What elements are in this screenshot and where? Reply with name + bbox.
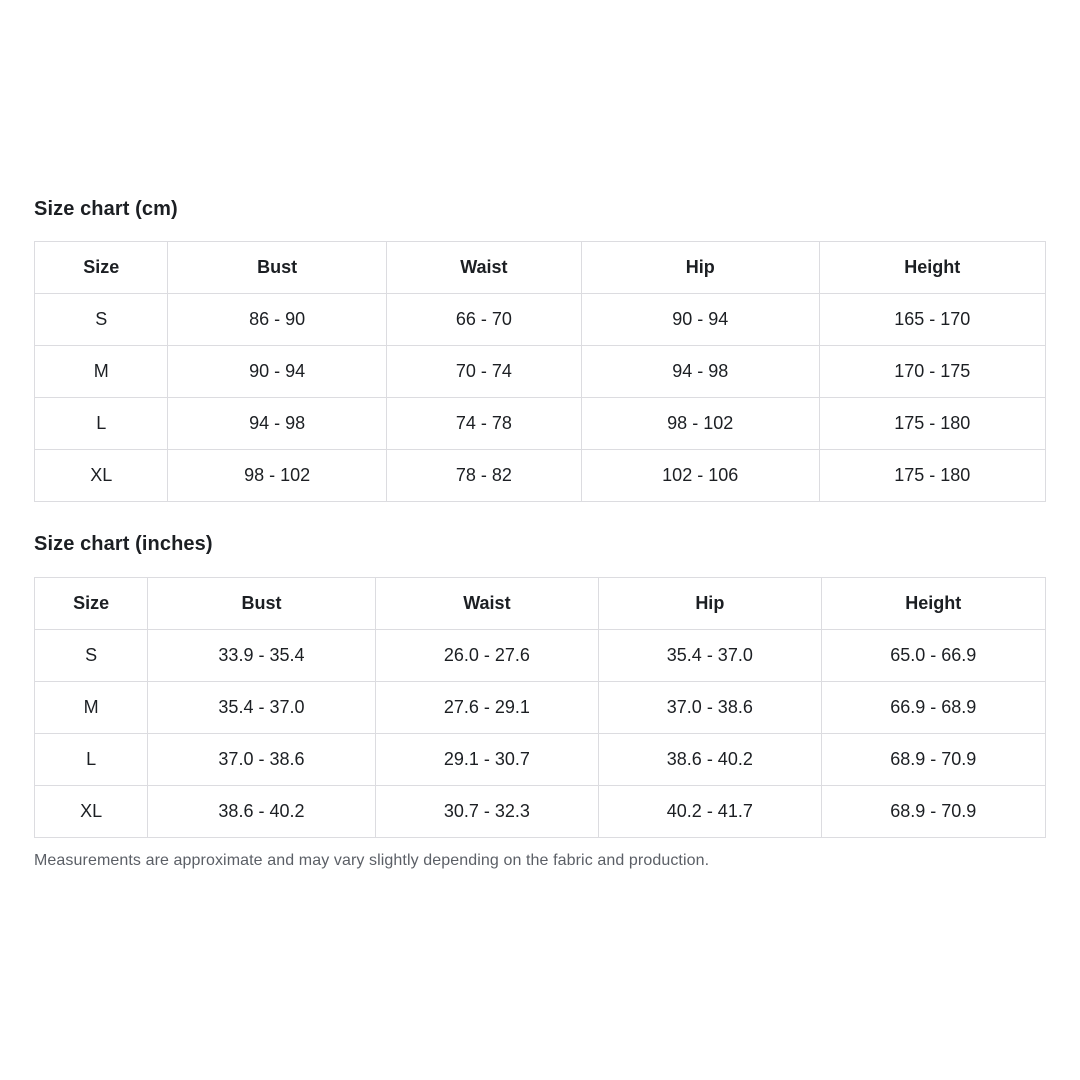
value-cell: 68.9 - 70.9 (820, 785, 1047, 838)
value-cell: 175 - 180 (818, 449, 1046, 502)
value-cell: 74 - 78 (385, 397, 582, 450)
column-header-height: Height (820, 577, 1047, 630)
value-cell: 175 - 180 (818, 397, 1046, 450)
size-chart-cm-table: Size Bust Waist Hip Height S 86 - 90 66 - 70 90… (33, 241, 1046, 502)
size-cell: XL (33, 785, 149, 838)
value-cell: 170 - 175 (818, 345, 1046, 398)
value-cell: 35.4 - 37.0 (598, 629, 822, 682)
size-cell: XL (33, 449, 169, 502)
value-cell: 90 - 94 (167, 345, 387, 398)
table-row: XL 38.6 - 40.2 30.7 - 32.3 40.2 - 41.7 68.9 … (33, 785, 1047, 838)
size-cell: S (33, 293, 169, 346)
value-cell: 94 - 98 (580, 345, 820, 398)
value-cell: 30.7 - 32.3 (374, 785, 600, 838)
table-row: L 94 - 98 74 - 78 98 - 102 175 - 180 (33, 397, 1046, 450)
value-cell: 29.1 - 30.7 (374, 733, 600, 786)
value-cell: 40.2 - 41.7 (598, 785, 822, 838)
value-cell: 102 - 106 (580, 449, 820, 502)
header-row: Size Bust Waist Hip Height (33, 577, 1047, 630)
table-row: XL 98 - 102 78 - 82 102 - 106 175 - 180 (33, 449, 1046, 502)
size-cell: M (33, 345, 169, 398)
size-cell: S (33, 629, 149, 682)
value-cell: 66 - 70 (385, 293, 582, 346)
value-cell: 35.4 - 37.0 (147, 681, 376, 734)
value-cell: 86 - 90 (167, 293, 387, 346)
column-header-height: Height (818, 241, 1046, 294)
value-cell: 90 - 94 (580, 293, 820, 346)
value-cell: 26.0 - 27.6 (374, 629, 600, 682)
column-header-waist: Waist (374, 577, 600, 630)
column-header-bust: Bust (147, 577, 376, 630)
table-row: S 33.9 - 35.4 26.0 - 27.6 35.4 - 37.0 65.0 -… (33, 629, 1047, 682)
column-header-bust: Bust (167, 241, 387, 294)
size-chart-cm-title: Size chart (cm) (34, 198, 178, 220)
value-cell: 70 - 74 (385, 345, 582, 398)
size-cell: L (33, 733, 149, 786)
measurements-note: Measurements are approximate and may var… (34, 852, 710, 869)
value-cell: 98 - 102 (580, 397, 820, 450)
column-header-size: Size (33, 577, 149, 630)
value-cell: 98 - 102 (167, 449, 387, 502)
size-chart-inches-title: Size chart (inches) (34, 533, 213, 555)
value-cell: 68.9 - 70.9 (820, 733, 1047, 786)
size-cell: M (33, 681, 149, 734)
value-cell: 27.6 - 29.1 (374, 681, 600, 734)
value-cell: 65.0 - 66.9 (820, 629, 1047, 682)
value-cell: 66.9 - 68.9 (820, 681, 1047, 734)
header-row: Size Bust Waist Hip Height (33, 241, 1046, 294)
table-row: M 90 - 94 70 - 74 94 - 98 170 - 175 (33, 345, 1046, 398)
value-cell: 38.6 - 40.2 (147, 785, 376, 838)
value-cell: 38.6 - 40.2 (598, 733, 822, 786)
column-header-size: Size (33, 241, 169, 294)
table-row: M 35.4 - 37.0 27.6 - 29.1 37.0 - 38.6 66.9 -… (33, 681, 1047, 734)
value-cell: 37.0 - 38.6 (147, 733, 376, 786)
column-header-hip: Hip (580, 241, 820, 294)
value-cell: 94 - 98 (167, 397, 387, 450)
column-header-hip: Hip (598, 577, 822, 630)
size-cell: L (33, 397, 169, 450)
value-cell: 33.9 - 35.4 (147, 629, 376, 682)
value-cell: 165 - 170 (818, 293, 1046, 346)
table-row: S 86 - 90 66 - 70 90 - 94 165 - 170 (33, 293, 1046, 346)
value-cell: 37.0 - 38.6 (598, 681, 822, 734)
size-chart-inches-table: Size Bust Waist Hip Height S 33.9 - 35.4 26.0 … (33, 577, 1047, 838)
table-row: L 37.0 - 38.6 29.1 - 30.7 38.6 - 40.2 68.9 -… (33, 733, 1047, 786)
column-header-waist: Waist (385, 241, 582, 294)
value-cell: 78 - 82 (385, 449, 582, 502)
size-chart-section: Size chart (cm) Size Bust Waist Hip Height S… (33, 196, 1047, 871)
